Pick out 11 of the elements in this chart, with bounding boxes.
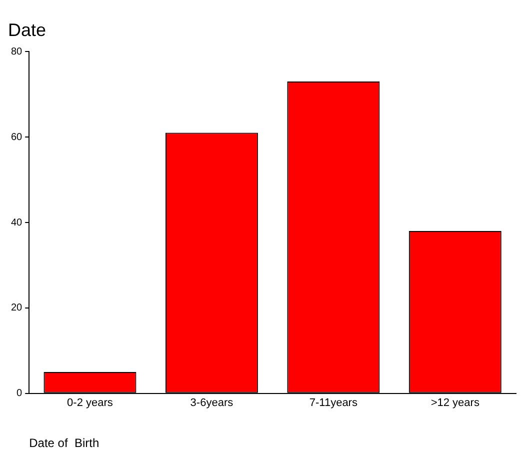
x-tick-label: >12 years [430, 397, 480, 410]
y-tick-label: 0 [16, 388, 23, 400]
y-tick-label: 80 [11, 46, 23, 58]
x-tick-label: 3-6years [190, 397, 234, 410]
x-axis-title: Date of Birth [29, 436, 100, 450]
y-tick-label: 20 [11, 302, 23, 314]
x-tick-label: 0-2 years [67, 397, 114, 410]
x-tick-label: 7-11years [309, 397, 358, 410]
y-tick-label: 60 [11, 132, 23, 143]
y-tick-label: 40 [11, 217, 23, 228]
chart-title: Date [8, 20, 46, 40]
